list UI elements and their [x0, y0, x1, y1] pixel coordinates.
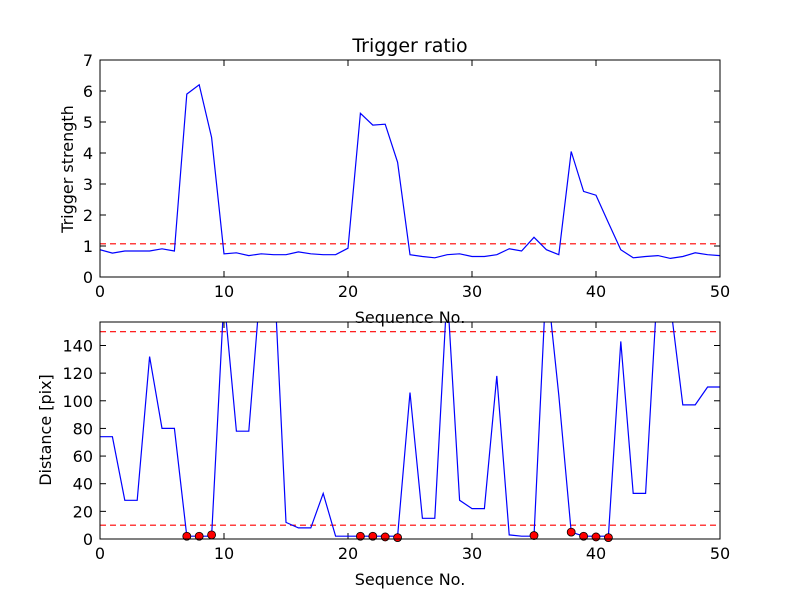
x-tick-label: 50: [710, 282, 730, 301]
x-tick-label: 0: [95, 544, 105, 563]
y-tick-label: 120: [62, 364, 93, 383]
data-point-marker: [182, 531, 192, 541]
y-tick-label: 40: [73, 475, 93, 494]
chart-title: Trigger ratio: [351, 35, 467, 57]
data-point-marker: [529, 531, 539, 540]
x-tick-label: 20: [338, 544, 358, 563]
data-point-marker: [604, 533, 613, 543]
x-axis-label: Sequence No.: [355, 570, 466, 589]
y-tick-label: 7: [83, 51, 93, 70]
distance-chart: Distance [pix] Sequence No. 0 10 20 30 40 500…: [36, 321, 730, 589]
data-point-marker: [368, 531, 378, 541]
y-tick-label: 1: [83, 237, 93, 256]
axis-ticks: 0 10 20 30 40 50 0 20 40 60 80 100 120 140: [62, 322, 730, 563]
y-tick-label: 4: [83, 144, 93, 163]
x-tick-label: 20: [338, 282, 358, 301]
series-line: [100, 83, 720, 260]
series-group: [100, 83, 720, 260]
y-tick-label: 60: [73, 447, 93, 466]
x-tick-label: 50: [710, 544, 730, 563]
y-tick-label: 20: [73, 502, 93, 521]
y-tick-label: 80: [73, 419, 93, 438]
y-tick-label: 0: [83, 530, 93, 549]
y-tick-label: 3: [83, 175, 93, 194]
x-tick-label: 10: [214, 544, 234, 563]
y-tick-label: 140: [62, 336, 93, 355]
x-tick-label: 30: [462, 282, 482, 301]
plot-frame: [99, 321, 721, 540]
data-point-marker: [579, 531, 588, 541]
axis-ticks: 0 10 20 30 40 50 0 1 2 3 4 5 6 7: [83, 51, 730, 301]
y-axis-label: Trigger strength: [58, 105, 77, 234]
marker-group: [182, 527, 613, 543]
trigger-ratio-chart: Trigger ratio Trigger strength Sequence …: [58, 35, 730, 327]
x-tick-label: 30: [462, 544, 482, 563]
y-axis-label: Distance [pix]: [36, 374, 55, 486]
data-point-marker: [194, 531, 204, 541]
y-tick-label: 100: [62, 392, 93, 411]
threshold-lines: [100, 331, 720, 526]
y-tick-label: 6: [83, 82, 93, 101]
x-tick-label: 10: [214, 282, 234, 301]
data-point-marker: [591, 532, 601, 542]
data-point-marker: [207, 530, 217, 540]
plot-frame: [99, 59, 721, 278]
y-tick-label: 5: [83, 113, 93, 132]
x-tick-label: 40: [586, 282, 606, 301]
data-point-marker: [380, 532, 390, 542]
y-tick-label: 2: [83, 206, 93, 225]
x-tick-label: 0: [95, 282, 105, 301]
y-tick-label: 0: [83, 268, 93, 287]
data-point-marker: [393, 533, 403, 543]
data-point-marker: [566, 527, 576, 537]
data-point-marker: [355, 531, 365, 541]
x-tick-label: 40: [586, 544, 606, 563]
